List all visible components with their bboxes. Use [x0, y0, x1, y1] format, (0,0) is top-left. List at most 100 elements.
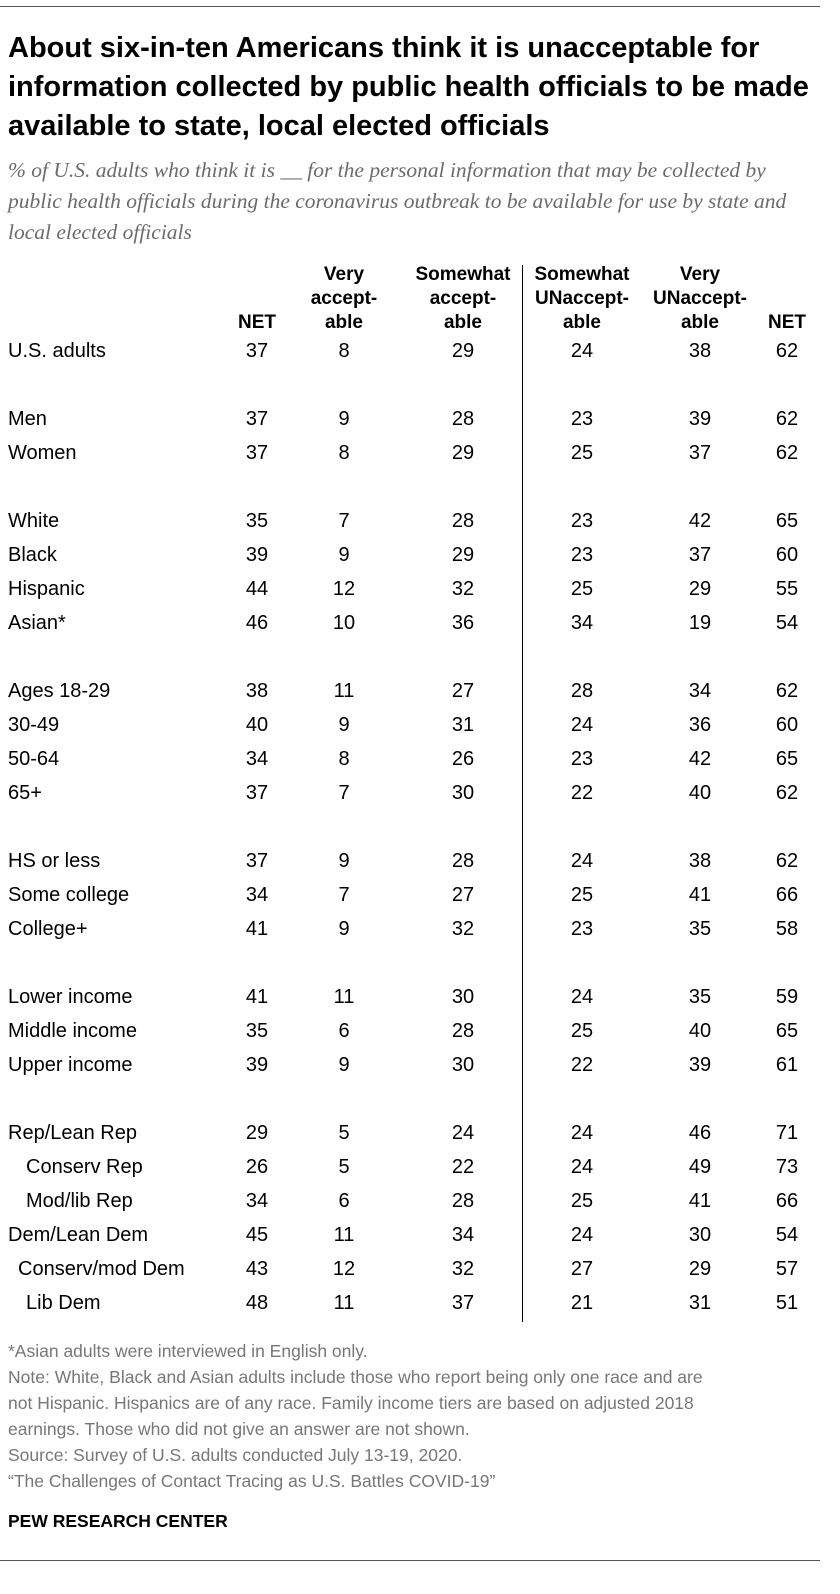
data-cell: 54	[775, 1224, 799, 1246]
data-cell: 36	[451, 612, 475, 634]
table-row: 65+ 37 7 30 22 40 62	[0, 778, 840, 808]
data-cell: 39	[245, 544, 269, 566]
table-row: Conserv Rep 26 5 22 24 49 73	[0, 1152, 840, 1182]
bottom-rule	[0, 1560, 820, 1561]
data-cell: 24	[570, 986, 594, 1008]
table-row: Lib Dem 48 11 37 21 31 51	[0, 1288, 840, 1318]
footnotes: *Asian adults were interviewed in Englis…	[8, 1338, 823, 1494]
column-header-3: Somewhat accept-able	[415, 264, 511, 333]
row-label: Conserv/mod Dem	[18, 1258, 185, 1280]
data-cell: 26	[451, 748, 475, 770]
data-cell: 40	[688, 782, 712, 804]
data-cell: 29	[245, 1122, 269, 1144]
data-cell: 19	[688, 612, 712, 634]
data-cell: 24	[570, 340, 594, 362]
data-cell: 61	[775, 1054, 799, 1076]
table-row: Some college 34 7 27 25 41 66	[0, 880, 840, 910]
data-cell: 35	[688, 918, 712, 940]
data-cell: 24	[570, 1224, 594, 1246]
data-cell: 37	[245, 782, 269, 804]
data-cell: 30	[451, 986, 475, 1008]
data-cell: 12	[332, 578, 356, 600]
data-cell: 29	[451, 442, 475, 464]
data-cell: 37	[245, 850, 269, 872]
data-cell: 34	[245, 748, 269, 770]
data-cell: 32	[451, 1258, 475, 1280]
row-label: Women	[8, 442, 77, 464]
data-cell: 40	[245, 714, 269, 736]
data-cell: 29	[451, 544, 475, 566]
data-cell: 58	[775, 918, 799, 940]
data-cell: 28	[451, 510, 475, 532]
data-cell: 30	[688, 1224, 712, 1246]
data-cell: 29	[451, 340, 475, 362]
data-cell: 32	[451, 918, 475, 940]
row-label: Upper income	[8, 1054, 133, 1076]
data-cell: 62	[775, 680, 799, 702]
table-row: Mod/lib Rep 34 6 28 25 41 66	[0, 1186, 840, 1216]
data-cell: 41	[245, 918, 269, 940]
chart-title: About six-in-ten Americans think it is u…	[8, 32, 809, 142]
data-cell: 37	[451, 1292, 475, 1314]
data-cell: 29	[688, 578, 712, 600]
data-cell: 66	[775, 1190, 799, 1212]
table-row: Rep/Lean Rep 29 5 24 24 46 71	[0, 1118, 840, 1148]
data-cell: 55	[775, 578, 799, 600]
data-cell: 59	[775, 986, 799, 1008]
data-cell: 28	[451, 1190, 475, 1212]
column-header-2: Very accept-able	[310, 264, 378, 333]
data-cell: 24	[570, 1156, 594, 1178]
data-cell: 38	[688, 850, 712, 872]
data-cell: 9	[338, 714, 350, 736]
data-cell: 73	[775, 1156, 799, 1178]
data-cell: 23	[570, 544, 594, 566]
table-row: Men 37 9 28 23 39 62	[0, 404, 840, 434]
data-cell: 9	[338, 850, 350, 872]
footnote-source: Source: Survey of U.S. adults conducted …	[8, 1445, 463, 1465]
row-label: Hispanic	[8, 578, 85, 600]
data-cell: 40	[688, 1020, 712, 1042]
row-label: Men	[8, 408, 47, 430]
table-row: Dem/Lean Dem 45 11 34 24 30 54	[0, 1220, 840, 1250]
table-row: Middle income 35 6 28 25 40 65	[0, 1016, 840, 1046]
data-cell: 34	[688, 680, 712, 702]
data-cell: 54	[775, 612, 799, 634]
data-cell: 38	[245, 680, 269, 702]
table-row: White 35 7 28 23 42 65	[0, 506, 840, 536]
table-row: HS or less 37 9 28 24 38 62	[0, 846, 840, 876]
data-cell: 24	[570, 850, 594, 872]
data-cell: 25	[570, 1020, 594, 1042]
row-label: White	[8, 510, 60, 532]
data-cell: 41	[688, 1190, 712, 1212]
data-cell: 34	[451, 1224, 475, 1246]
row-label: Rep/Lean Rep	[8, 1122, 137, 1144]
data-cell: 23	[570, 408, 594, 430]
data-cell: 24	[570, 714, 594, 736]
column-header-4: Somewhat UNaccept-able	[534, 264, 630, 333]
footnote-asian: *Asian adults were interviewed in Englis…	[8, 1341, 368, 1361]
data-cell: 23	[570, 748, 594, 770]
data-cell: 38	[688, 340, 712, 362]
data-cell: 34	[570, 612, 594, 634]
data-cell: 8	[338, 340, 350, 362]
data-cell: 62	[775, 850, 799, 872]
data-cell: 66	[775, 884, 799, 906]
table-row: Black 39 9 29 23 37 60	[0, 540, 840, 570]
data-cell: 35	[245, 1020, 269, 1042]
data-cell: 37	[245, 408, 269, 430]
row-label: Ages 18-29	[8, 680, 111, 702]
row-label: Lower income	[8, 986, 133, 1008]
column-header-5: Very UNaccept-able	[653, 264, 747, 333]
data-cell: 25	[570, 1190, 594, 1212]
data-cell: 9	[338, 408, 350, 430]
data-cell: 22	[570, 782, 594, 804]
data-cell: 29	[688, 1258, 712, 1280]
data-cell: 65	[775, 748, 799, 770]
data-cell: 48	[245, 1292, 269, 1314]
data-cell: 34	[245, 1190, 269, 1212]
row-label: Dem/Lean Dem	[8, 1224, 149, 1246]
row-label: Lib Dem	[26, 1292, 101, 1314]
data-cell: 22	[451, 1156, 475, 1178]
data-cell: 62	[775, 442, 799, 464]
table-row: U.S. adults 37 8 29 24 38 62	[0, 336, 840, 366]
